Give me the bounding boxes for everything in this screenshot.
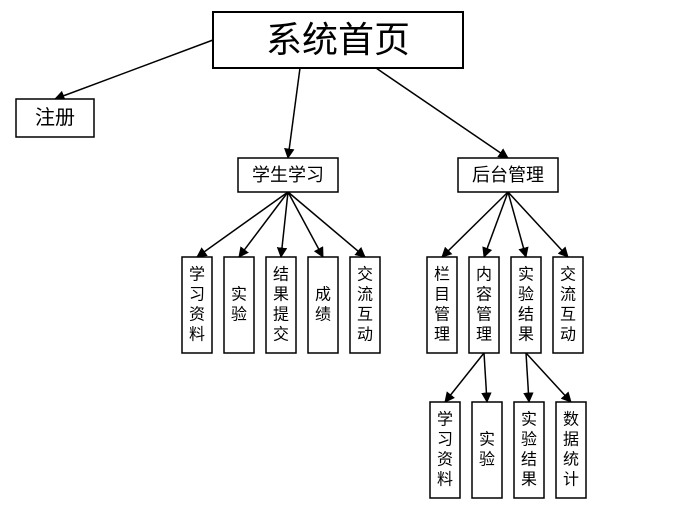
node-s4: 成绩 — [308, 257, 338, 353]
node-a4: 交流互动 — [553, 257, 583, 353]
edge-admin-a1 — [442, 192, 508, 257]
edge-admin-a2 — [484, 192, 508, 257]
edge-study-s4 — [288, 192, 323, 257]
node-s2: 实验 — [224, 257, 254, 353]
node-register: 注册 — [16, 99, 94, 137]
edge-study-s3 — [281, 192, 288, 257]
node-c3: 实验结果 — [514, 402, 544, 498]
edge-a3-c4 — [526, 353, 571, 402]
node-s3: 结果提交 — [266, 257, 296, 353]
node-s1: 学习资料 — [182, 257, 212, 353]
node-c1: 学习资料 — [430, 402, 460, 498]
node-a2: 内容管理 — [469, 257, 499, 353]
node-admin: 后台管理 — [458, 158, 558, 192]
tree-diagram: 系统首页注册学生学习后台管理学习资料实验结果提交成绩交流互动栏目管理内容管理实验… — [0, 0, 676, 517]
node-study: 学生学习 — [238, 158, 338, 192]
node-a1: 栏目管理 — [427, 257, 457, 353]
node-label: 学生学习 — [252, 165, 324, 185]
edge-study-s1 — [197, 192, 288, 257]
edge-root-register — [55, 40, 213, 99]
edge-a2-c1 — [445, 353, 484, 402]
node-a3: 实验结果 — [511, 257, 541, 353]
node-s5: 交流互动 — [350, 257, 380, 353]
edge-root-admin — [376, 68, 508, 158]
edge-study-s5 — [288, 192, 365, 257]
node-c2: 实验 — [472, 402, 502, 498]
node-c4: 数据统计 — [556, 402, 586, 498]
edge-a2-c2 — [484, 353, 487, 402]
edge-a3-c3 — [526, 353, 529, 402]
nodes-layer: 系统首页注册学生学习后台管理学习资料实验结果提交成绩交流互动栏目管理内容管理实验… — [16, 12, 586, 498]
node-root: 系统首页 — [213, 12, 463, 68]
node-label: 注册 — [35, 106, 75, 129]
edge-root-study — [288, 68, 300, 158]
edge-study-s2 — [239, 192, 288, 257]
node-label: 系统首页 — [266, 20, 410, 60]
node-label: 后台管理 — [472, 165, 544, 185]
